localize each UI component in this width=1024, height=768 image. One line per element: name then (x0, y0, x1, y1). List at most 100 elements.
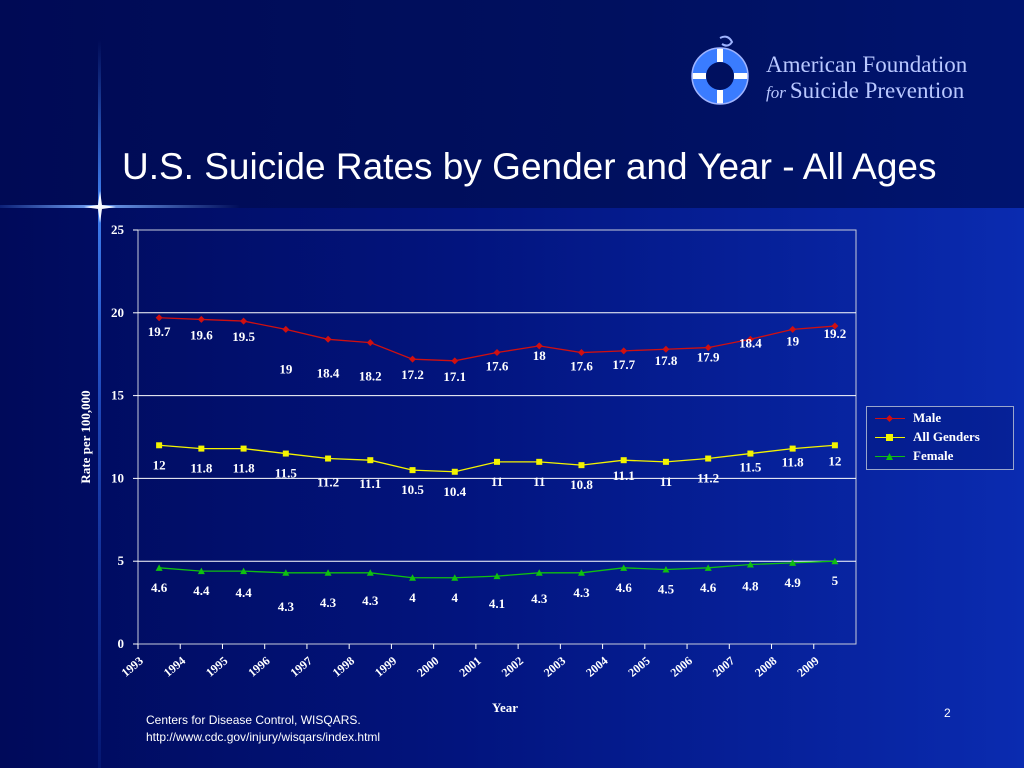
data-point-female (155, 564, 163, 571)
data-label: 4.9 (785, 575, 802, 590)
logo-for-word: for (766, 83, 786, 102)
data-label: 19.5 (232, 329, 255, 344)
x-tick-label: 1999 (372, 654, 399, 680)
data-point-male (789, 325, 797, 333)
y-tick-label: 10 (111, 470, 124, 485)
data-point-all-genders (494, 458, 500, 465)
legend-item-all-genders: All Genders (873, 428, 1013, 446)
data-point-all-genders (409, 467, 416, 474)
data-label: 10.8 (570, 477, 593, 492)
data-point-female (324, 569, 332, 576)
y-tick-label: 5 (118, 553, 125, 568)
x-tick-label: 1993 (119, 654, 146, 680)
decorative-horizontal-line (0, 205, 240, 208)
source-line-2[interactable]: http://www.cdc.gov/injury/wisqars/index.… (146, 730, 381, 744)
data-label: 11.5 (275, 466, 298, 481)
data-label: 4.8 (742, 579, 759, 594)
header-band (0, 0, 1024, 208)
data-point-male (620, 347, 628, 355)
data-label: 4.3 (320, 595, 337, 610)
data-label: 4.6 (700, 580, 717, 595)
data-label: 17.6 (486, 359, 509, 374)
data-point-male (535, 342, 543, 350)
data-point-female (240, 567, 248, 575)
logo-text-line1: American Foundation (766, 52, 968, 77)
data-label: 19.6 (190, 327, 213, 342)
data-label: 11.8 (782, 455, 805, 470)
x-tick-label: 1994 (161, 654, 188, 680)
x-tick-label: 2003 (541, 654, 568, 680)
sparkle-icon (84, 191, 116, 223)
legend-label-all-genders: All Genders (913, 429, 980, 444)
data-point-female (662, 565, 670, 573)
data-point-male (746, 335, 754, 343)
square-marker-icon (886, 434, 893, 441)
data-point-female (197, 567, 205, 575)
data-point-all-genders (831, 442, 838, 449)
data-point-male (409, 355, 417, 363)
data-point-male (324, 335, 332, 343)
triangle-marker-icon (886, 453, 893, 460)
data-label: 12 (153, 457, 166, 472)
x-tick-label: 2004 (583, 654, 610, 680)
data-point-female (451, 574, 459, 581)
data-point-all-genders (789, 445, 796, 452)
data-label: 4 (452, 590, 459, 605)
data-point-all-genders (578, 462, 585, 469)
data-label: 18.4 (317, 365, 340, 380)
x-axis-title: Year (492, 700, 518, 715)
data-label: 10.5 (401, 482, 424, 497)
data-point-female (789, 559, 797, 566)
data-label: 18.4 (739, 335, 762, 350)
legend-item-female: Female (873, 447, 1013, 465)
data-label: 11.8 (190, 461, 213, 476)
plot-area (137, 229, 857, 645)
data-label: 4.3 (531, 591, 548, 606)
foundation-logo: American Foundation for Suicide Preventio… (690, 34, 1010, 110)
data-point-all-genders (705, 455, 712, 462)
x-tick-label: 1996 (245, 654, 272, 680)
data-point-female (409, 574, 417, 581)
data-point-male (451, 357, 459, 365)
data-label: 4.3 (573, 585, 590, 600)
data-point-male (197, 315, 205, 323)
diamond-marker-icon (886, 415, 893, 422)
logo-text-line2: for Suicide Prevention (766, 78, 964, 104)
data-point-male (366, 339, 374, 347)
data-point-all-genders (451, 468, 458, 475)
data-point-female (493, 572, 501, 580)
data-label: 17.7 (612, 357, 635, 372)
data-point-male (155, 314, 163, 322)
x-tick-label: 2001 (456, 654, 483, 680)
data-point-male (493, 349, 501, 357)
data-point-male (240, 317, 248, 325)
x-tick-label: 2000 (414, 654, 441, 680)
data-point-all-genders (620, 457, 627, 464)
data-label: 4.4 (235, 585, 252, 600)
data-point-male (577, 349, 585, 357)
data-point-all-genders (662, 458, 669, 465)
data-label: 11 (491, 474, 503, 489)
data-point-male (704, 344, 712, 352)
x-tick-label: 1997 (287, 654, 314, 680)
legend-label-female: Female (913, 448, 954, 463)
legend-item-male: Male (873, 409, 1013, 427)
data-point-female (704, 564, 712, 571)
data-label: 4.5 (658, 581, 675, 596)
x-tick-label: 2009 (794, 654, 821, 680)
y-tick-label: 25 (111, 222, 125, 237)
slide-title: U.S. Suicide Rates by Gender and Year - … (122, 146, 937, 187)
legend-label-male: Male (913, 410, 942, 425)
x-tick-label: 2008 (752, 654, 779, 680)
data-label: 17.1 (443, 369, 466, 384)
chart-legend: Male All Genders Female (866, 406, 1014, 470)
data-point-all-genders (747, 450, 754, 457)
data-label: 19.2 (824, 326, 847, 341)
data-point-all-genders (325, 455, 332, 462)
data-point-all-genders (156, 442, 163, 449)
data-label: 4.6 (151, 580, 168, 595)
data-label: 18 (533, 348, 547, 363)
source-citation: Centers for Disease Control, WISQARS. ht… (146, 712, 380, 746)
data-label: 19.7 (148, 324, 171, 339)
data-label: 4 (409, 590, 416, 605)
